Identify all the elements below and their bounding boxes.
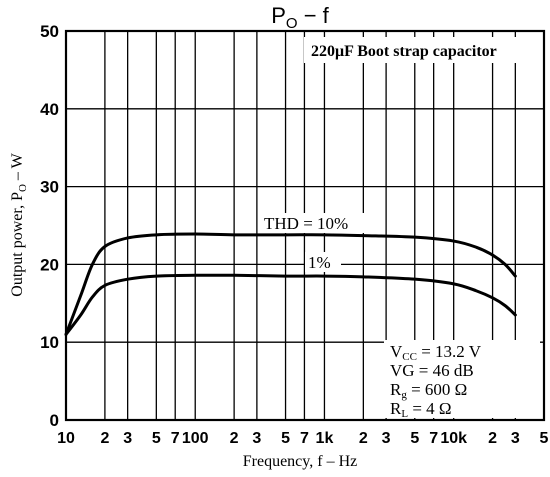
condition-vcc: VCC = 13.2 V bbox=[390, 342, 482, 363]
thd1-label: 1% bbox=[308, 253, 331, 272]
x-tick-label-6: 2 bbox=[230, 430, 239, 447]
x-tick-label-5: 100 bbox=[182, 430, 209, 447]
header-box-label: 220μF Boot strap capacitor bbox=[311, 43, 497, 60]
curves bbox=[64, 232, 517, 336]
x-tick-label-12: 3 bbox=[382, 430, 391, 447]
x-tick-label-9: 7 bbox=[300, 430, 309, 447]
y-tick-label-0: 0 bbox=[50, 411, 59, 430]
y-tick-labels: 0 10 20 30 40 50 bbox=[40, 22, 59, 430]
condition-rg: Rg = 600 Ω bbox=[390, 380, 467, 401]
chart-title: PO − f bbox=[271, 3, 329, 32]
thd1-label-bg bbox=[305, 252, 341, 272]
x-tick-label-1: 2 bbox=[100, 430, 109, 447]
x-axis-label: Frequency, f – Hz bbox=[243, 453, 357, 470]
thd-1pct-curve bbox=[64, 273, 517, 336]
y-axis-label: Output power, PO – W bbox=[9, 152, 29, 296]
x-tick-label-8: 5 bbox=[281, 430, 290, 447]
thd10-label: THD = 10% bbox=[264, 214, 348, 233]
thd-10pct-curve bbox=[64, 232, 517, 336]
header-box-bg bbox=[304, 37, 542, 63]
x-tick-label-13: 5 bbox=[410, 430, 419, 447]
y-tick-label-5: 50 bbox=[40, 22, 59, 41]
x-tick-label-7: 3 bbox=[252, 430, 261, 447]
x-tick-label-10: 1k bbox=[316, 430, 334, 447]
x-tick-label-3: 5 bbox=[152, 430, 161, 447]
x-tick-label-2: 3 bbox=[123, 430, 132, 447]
x-tick-label-18: 5 bbox=[540, 430, 549, 447]
x-tick-label-4: 7 bbox=[171, 430, 180, 447]
x-tick-label-0: 10 bbox=[57, 430, 75, 447]
y-tick-label-4: 40 bbox=[40, 100, 59, 119]
x-tick-label-16: 2 bbox=[488, 430, 497, 447]
x-tick-label-11: 2 bbox=[359, 430, 368, 447]
thd10-label-bg bbox=[262, 213, 382, 233]
plot-frame bbox=[64, 29, 546, 422]
y-tick-label-3: 30 bbox=[40, 178, 59, 197]
x-tick-labels: 10 2 3 5 7 100 2 3 5 7 1k 2 3 5 7 10k 2 3 5 bbox=[57, 430, 548, 447]
conditions-box-bg bbox=[384, 340, 540, 418]
y-tick-label-1: 10 bbox=[40, 333, 59, 352]
x-tick-label-14: 7 bbox=[429, 430, 438, 447]
x-tick-label-17: 3 bbox=[511, 430, 520, 447]
condition-rl: RL = 4 Ω bbox=[390, 399, 452, 420]
condition-vg: VG = 46 dB bbox=[390, 361, 474, 380]
y-tick-label-2: 20 bbox=[40, 255, 59, 274]
x-tick-label-15: 10k bbox=[440, 430, 467, 447]
